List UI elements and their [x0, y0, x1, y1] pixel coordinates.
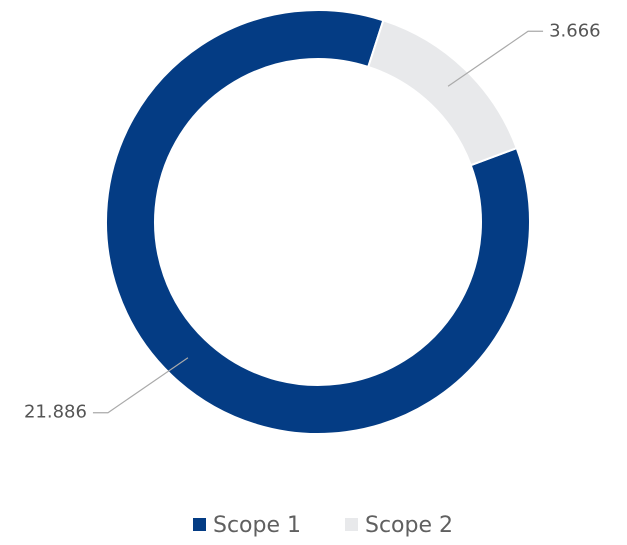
legend-swatch [345, 518, 358, 531]
leader-line [447, 30, 544, 87]
donut-slice [105, 9, 531, 435]
donut-slice [366, 19, 518, 167]
legend-swatch [193, 518, 206, 531]
legend-label: Scope 2 [365, 513, 453, 538]
data-label: 21.886 [24, 402, 87, 423]
data-label: 3.666 [549, 20, 601, 41]
leader-line [92, 357, 189, 414]
legend-label: Scope 1 [213, 513, 301, 538]
